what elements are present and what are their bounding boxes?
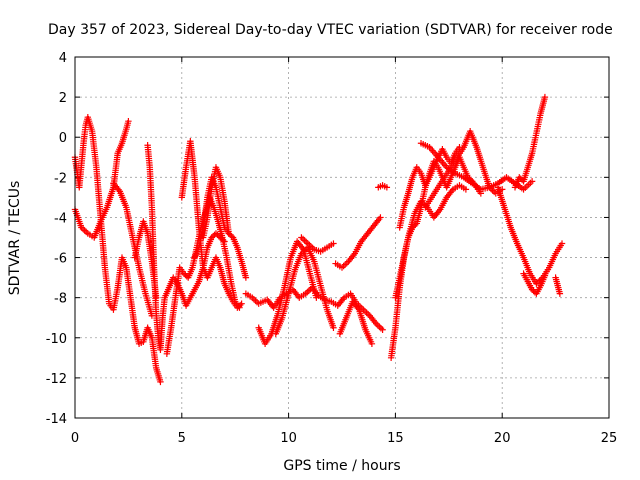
y-tick-label: -2 [54, 171, 67, 186]
series-sat-k [255, 238, 320, 347]
data-point [541, 272, 549, 279]
data-point [376, 323, 383, 330]
chart-title: Day 357 of 2023, Sidereal Day-to-day VTE… [48, 22, 613, 38]
data-point [298, 234, 305, 241]
y-tick-label: -10 [46, 332, 67, 347]
data-point [242, 274, 250, 281]
data-point [299, 235, 307, 243]
x-tick-label: 0 [71, 431, 79, 446]
data-point [225, 230, 232, 237]
data-point [250, 295, 258, 303]
x-tick-label: 5 [178, 431, 186, 446]
data-point [125, 117, 132, 125]
y-tick-label: -6 [54, 252, 67, 267]
data-point [541, 93, 549, 101]
y-tick-labels: -14 -12 -10 -8 -6 -4 -2 0 2 4 [46, 51, 67, 427]
data-point [363, 309, 370, 316]
series-sat-a [71, 113, 164, 386]
x-tick-labels: 0 5 10 15 20 25 [71, 431, 617, 446]
data-point [462, 186, 470, 193]
data-point [528, 178, 536, 185]
series-sat-c [110, 180, 156, 319]
series-sat-i [199, 164, 232, 241]
series-sat-m [298, 234, 337, 255]
data-point [313, 294, 320, 301]
series-sat-l [272, 244, 337, 337]
data-point [558, 240, 566, 247]
data-point [83, 228, 90, 236]
data-point [377, 214, 384, 221]
data-point [330, 324, 337, 331]
y-tick-label: 0 [59, 131, 67, 146]
data-point [374, 322, 381, 329]
data-point [157, 378, 164, 386]
data-point [368, 340, 376, 347]
data-point [330, 240, 337, 247]
series-sat-g [178, 138, 245, 311]
x-tick-label: 20 [494, 431, 511, 446]
series-sat-n [332, 214, 384, 271]
series-sat-p [375, 182, 391, 191]
data-point [236, 301, 244, 309]
x-axis-label: GPS time / hours [283, 458, 400, 474]
data-point [301, 237, 308, 244]
data-point [556, 290, 564, 297]
data-point [379, 326, 386, 333]
data-point [81, 227, 88, 234]
y-tick-label: -12 [46, 372, 67, 387]
data-point [238, 300, 245, 307]
series-sat-o [336, 298, 376, 347]
y-tick-label: -4 [54, 211, 67, 226]
series-sat-w [511, 93, 549, 191]
data-points [71, 93, 566, 386]
data-point [364, 311, 372, 318]
data-point [377, 325, 385, 332]
series-sat-x [520, 270, 549, 297]
y-tick-label: -8 [54, 292, 67, 307]
plot-frame [74, 56, 610, 419]
data-point [303, 238, 310, 246]
series-sat-y [552, 274, 564, 297]
data-point [304, 240, 312, 247]
x-tick-label: 25 [601, 431, 618, 446]
y-tick-label: 4 [59, 51, 67, 66]
x-tick-label: 10 [280, 431, 297, 446]
y-tick-label: 2 [59, 91, 67, 106]
x-tick-label: 15 [387, 431, 404, 446]
data-point [343, 259, 351, 267]
y-tick-label: -14 [46, 412, 67, 427]
data-point [304, 288, 311, 296]
series-sat-v [494, 184, 566, 287]
y-axis-label: SDTVAR / TECUs [7, 181, 23, 296]
data-point [340, 262, 347, 270]
data-point [383, 184, 391, 191]
